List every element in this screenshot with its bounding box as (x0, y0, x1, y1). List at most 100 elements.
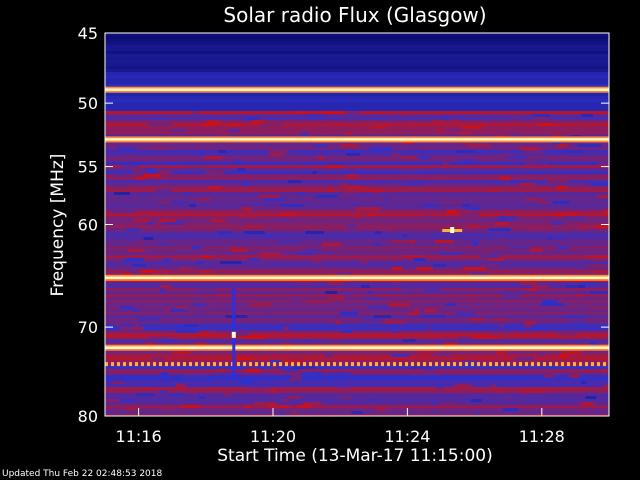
heatmap-cell (475, 336, 499, 339)
heatmap-row (105, 63, 609, 66)
heatmap-row (105, 162, 609, 165)
heatmap-cell (369, 147, 392, 150)
heatmap-cell (246, 117, 259, 120)
dashed-band (219, 362, 222, 367)
heatmap-cell (559, 381, 573, 384)
heatmap-cell (468, 318, 486, 321)
heatmap-row (105, 126, 609, 129)
heatmap-cell (547, 180, 568, 183)
heatmap-cell (199, 153, 204, 156)
heatmap-row (105, 273, 609, 276)
heatmap-cell (125, 408, 139, 411)
heatmap-cell (369, 231, 382, 234)
heatmap-cell (442, 162, 450, 165)
heatmap-cell (115, 117, 131, 120)
heatmap-cell (606, 360, 609, 363)
heatmap-cell (448, 360, 466, 363)
heatmap-cell (347, 174, 357, 177)
heatmap-cell (437, 210, 458, 213)
heatmap-cell (401, 114, 408, 117)
heatmap-cell (132, 264, 147, 267)
heatmap-row (105, 375, 609, 378)
heatmap-row (105, 240, 609, 243)
dashed-band (399, 362, 402, 367)
heatmap-cell (462, 126, 483, 129)
y-tick-label: 55 (78, 158, 98, 177)
heatmap-cell (236, 159, 242, 162)
heatmap-cell (455, 312, 475, 315)
heatmap-cell (121, 165, 139, 168)
heatmap-cell (148, 123, 172, 126)
heatmap-cell (407, 312, 418, 315)
heatmap-row (105, 285, 609, 288)
heatmap-cell (210, 330, 223, 333)
heatmap-row (105, 267, 609, 270)
dashed-band (435, 362, 438, 367)
heatmap-cell (160, 285, 172, 288)
heatmap-cell (392, 330, 397, 333)
heatmap-cell (340, 111, 360, 114)
heatmap-cell (344, 186, 364, 189)
dashed-band (141, 362, 144, 367)
heatmap-cell (445, 207, 467, 210)
heatmap-cell (224, 393, 232, 396)
heatmap-cell (184, 192, 189, 195)
heatmap-cell (281, 360, 303, 363)
heatmap-cell (278, 213, 297, 216)
heatmap-cell (450, 159, 466, 162)
heatmap-cell (302, 402, 322, 405)
heatmap-row (105, 264, 609, 267)
heatmap-cell (479, 264, 499, 267)
spot-feature-core (450, 227, 455, 234)
heatmap-cell (587, 255, 609, 258)
heatmap-cell (198, 396, 206, 399)
heatmap-cell (312, 171, 317, 174)
heatmap-cell (188, 204, 197, 207)
heatmap-cell (160, 372, 169, 375)
heatmap-cell (217, 294, 229, 297)
heatmap-cell (295, 252, 314, 255)
heatmap-cell (519, 183, 535, 186)
heatmap-cell (318, 156, 324, 159)
dashed-band (129, 362, 132, 367)
heatmap-row (105, 108, 609, 111)
heatmap-cell (603, 384, 609, 387)
dashed-band (597, 362, 600, 367)
heatmap-cell (606, 264, 609, 267)
heatmap-cell (420, 309, 425, 312)
heatmap-cell (312, 261, 324, 264)
heatmap-cell (291, 375, 303, 378)
heatmap-cell (328, 372, 351, 375)
heatmap-cell (457, 141, 474, 144)
heatmap-row (105, 372, 609, 375)
heatmap-cell (481, 255, 499, 258)
heatmap-cell (439, 252, 461, 255)
heatmap-row (105, 141, 609, 144)
heatmap-cell (297, 174, 311, 177)
dashed-band (201, 362, 204, 367)
heatmap-cell (362, 297, 382, 300)
heatmap-row (105, 333, 609, 336)
footer-updated: Updated Thu Feb 22 02:48:53 2018 (2, 469, 163, 479)
dashed-band (453, 362, 456, 367)
heatmap-cell (563, 216, 587, 219)
heatmap-row (105, 117, 609, 120)
heatmap-cell (496, 351, 507, 354)
heatmap-row (105, 39, 609, 42)
heatmap-row (105, 357, 609, 360)
heatmap-cell (591, 393, 609, 396)
heatmap-cell (162, 258, 171, 261)
dashed-band (309, 362, 312, 367)
y-tick-label: 50 (78, 94, 98, 113)
dashed-band (387, 362, 390, 367)
heatmap-cell (454, 384, 472, 387)
dashed-band (555, 362, 558, 367)
dashed-band (291, 362, 294, 367)
heatmap-cell (458, 132, 473, 135)
heatmap-cell (106, 228, 120, 231)
heatmap-cell (466, 144, 491, 147)
heatmap-cell (339, 396, 353, 399)
heatmap-cell (249, 387, 271, 390)
heatmap-cell (523, 150, 544, 153)
heatmap-cell (531, 285, 549, 288)
